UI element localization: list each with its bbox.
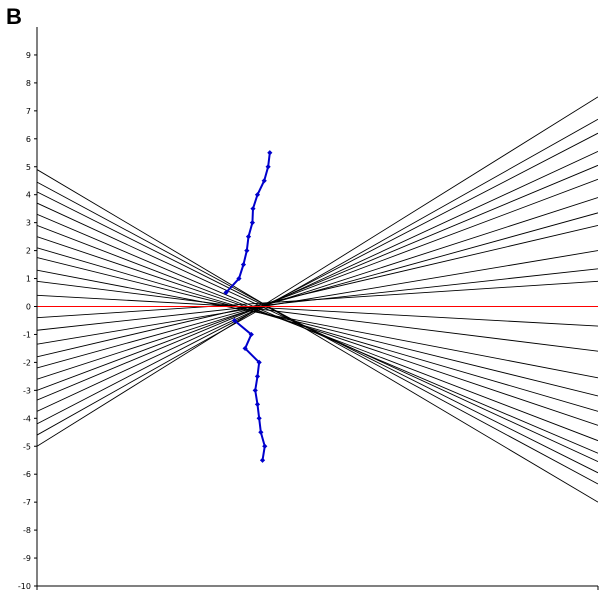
y-tick-label--8: -8	[23, 526, 31, 535]
fan-line-22	[37, 132, 598, 425]
y-tick-label-0: 0	[26, 303, 31, 312]
y-tick-label-6: 6	[26, 135, 31, 144]
series-1-point-8	[244, 248, 250, 254]
y-tick-label--9: -9	[23, 554, 31, 563]
y-tick-label-2: 2	[26, 247, 31, 256]
series-1-point-5	[250, 206, 256, 212]
fan-line-10	[37, 269, 598, 379]
series-2-point-6	[252, 387, 258, 393]
fan-line-1	[37, 169, 598, 503]
series-2-point-11	[259, 457, 266, 463]
series-2-point-2	[248, 331, 254, 338]
series-1-point-6	[249, 220, 256, 226]
series-1-point-2	[265, 164, 271, 170]
plot-area	[37, 96, 598, 503]
fan-line-9	[37, 257, 598, 397]
y-tick-label-9: 9	[26, 51, 31, 60]
y-tick-label-3: 3	[26, 219, 31, 228]
y-tick-label--3: -3	[23, 386, 31, 395]
y-tick-label--4: -4	[23, 414, 31, 423]
fan-line-19	[37, 178, 598, 391]
series-2-point-3	[242, 345, 248, 352]
fan-line-18	[37, 197, 598, 380]
fan-line-23	[37, 118, 598, 436]
series-line-1	[225, 152, 271, 294]
fan-line-8	[37, 247, 598, 412]
series-2-point-5	[254, 373, 261, 379]
y-tick-label--5: -5	[23, 442, 31, 451]
series-2-point-4	[256, 359, 262, 365]
fan-line-24	[37, 96, 598, 447]
fan-line-6	[37, 225, 598, 442]
fan-line-20	[37, 164, 598, 401]
y-tick-label--10: -10	[18, 582, 31, 591]
fan-line-4	[37, 202, 598, 463]
fan-line-17	[37, 212, 598, 369]
series-1-point-11	[223, 289, 229, 296]
y-tick-label--7: -7	[23, 498, 31, 507]
y-tick-label-8: 8	[26, 79, 31, 88]
series-1-point-10	[236, 275, 242, 282]
panel-label: B	[6, 4, 22, 29]
fan-line-7	[37, 236, 598, 426]
y-tick-label-4: 4	[26, 191, 31, 200]
series-2-point-10	[262, 443, 268, 449]
series-2-point-7	[254, 401, 261, 407]
fan-line-5	[37, 213, 598, 454]
y-tick-label-7: 7	[26, 107, 31, 116]
series-1-point-9	[240, 261, 247, 268]
series-1-point-7	[245, 234, 252, 240]
series-2-point-1	[231, 317, 238, 324]
fan-line-15	[37, 250, 598, 345]
series-1-point-4	[254, 192, 261, 198]
y-tick-label--6: -6	[23, 470, 31, 479]
series-1-point-3	[261, 178, 267, 184]
fan-line-11	[37, 280, 598, 352]
y-tick-label-1: 1	[26, 275, 31, 284]
y-tick-label--2: -2	[23, 358, 31, 367]
series-line-2	[233, 319, 266, 461]
fan-line-12	[37, 294, 598, 327]
fan-line-21	[37, 150, 598, 412]
y-tick-label-5: 5	[26, 163, 31, 172]
series-1-point-1	[267, 150, 273, 156]
series-2-point-8	[256, 415, 262, 421]
fan-line-16	[37, 225, 598, 358]
series-2-point-9	[258, 429, 264, 435]
fan-line-14	[37, 268, 598, 331]
y-tick-label--1: -1	[23, 330, 31, 339]
